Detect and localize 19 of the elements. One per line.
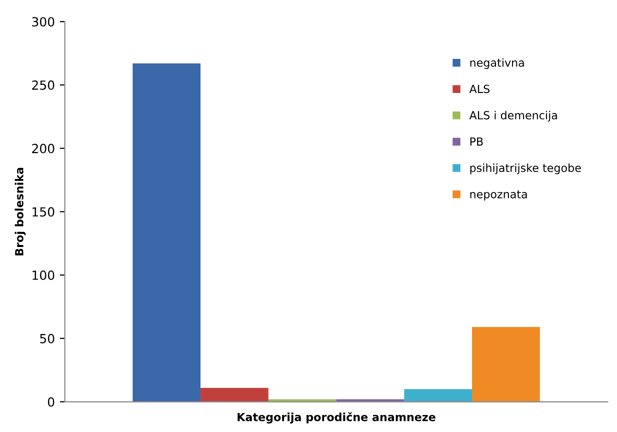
y-tick-label: 50: [40, 334, 54, 344]
y-tick-label: 250: [32, 80, 54, 90]
legend-label: ALS: [469, 84, 490, 94]
y-tick-label: 200: [32, 144, 54, 154]
legend-label: nepoznata: [470, 190, 527, 201]
legend-label: ALS i demencija: [469, 110, 557, 122]
bar: [132, 63, 201, 402]
y-tick-label: 0: [48, 397, 54, 407]
y-tick-label: 150: [32, 207, 54, 217]
bar: [200, 388, 268, 402]
y-tick-label: 300: [32, 17, 54, 27]
bar: [404, 389, 472, 402]
legend-label: psihijatrijske tegobe: [470, 163, 581, 174]
y-tick-label: 100: [32, 270, 54, 280]
legend-label: negativna: [470, 58, 524, 69]
bar: [472, 326, 540, 402]
y-axis-title: Broj bolesnika: [14, 168, 26, 256]
x-axis-title: Kategorija porodične anamneze: [238, 412, 436, 424]
legend-label: PB: [470, 137, 483, 146]
